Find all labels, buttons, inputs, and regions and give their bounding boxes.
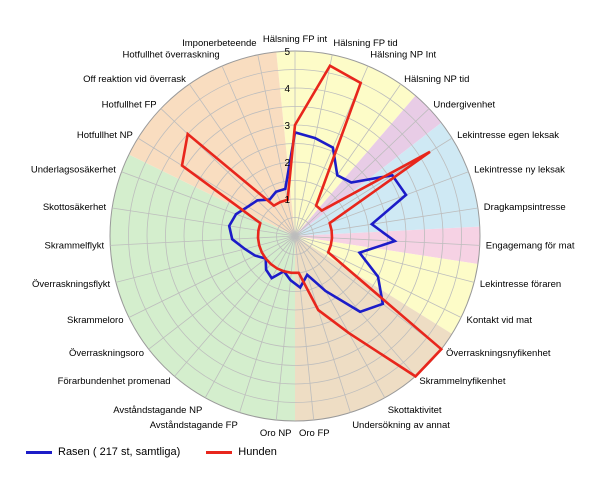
category-label: Avståndstagande FP (150, 420, 238, 431)
radial-tick-label: 1 (284, 195, 290, 206)
category-label: Skrammelnyfikenhet (419, 376, 505, 387)
category-label: Avståndstagande NP (113, 405, 202, 416)
grid-spoke (174, 235, 296, 377)
category-label: Överraskningsoro (69, 348, 144, 359)
grid-spoke (128, 235, 296, 318)
category-label: Off reaktion vid överrask (83, 74, 186, 85)
grid-spoke (137, 137, 296, 237)
grid-spoke (112, 207, 296, 237)
grid-spoke (294, 235, 386, 398)
category-label: Undergivenhet (433, 99, 495, 110)
grid-spoke (160, 108, 296, 237)
grid-spoke (115, 235, 296, 283)
grid-spoke (275, 235, 296, 421)
category-label: Skrammelflykt (45, 241, 105, 252)
sector-wedge (295, 226, 481, 265)
grid-spoke (294, 235, 351, 413)
category-label: Hotfullhet FP (102, 99, 157, 110)
category-label: Lekintresse ny leksak (474, 165, 565, 176)
category-label: Imponerbeteende (182, 38, 256, 49)
legend-swatch-rasen (26, 450, 52, 454)
legend-label-rasen: Rasen ( 217 st, samtliga) (58, 446, 181, 458)
category-label: Engagemang för mat (486, 241, 575, 252)
category-label: Hotfullhet överraskning (123, 50, 220, 61)
category-label: Kontakt vid mat (467, 315, 533, 326)
grid-spoke (294, 171, 469, 237)
grid-spoke (121, 171, 296, 237)
grid-spoke (294, 235, 442, 350)
category-label: Lekintresse egen leksak (457, 130, 559, 141)
grid-spoke (294, 235, 315, 421)
category-label: Överraskningsnyfikenhet (446, 348, 551, 359)
category-label: Överraskningsflykt (32, 279, 110, 290)
legend-swatch-hunden (206, 450, 233, 454)
category-label: Oro FP (299, 428, 330, 439)
grid-spoke (204, 235, 296, 398)
radial-tick-label: 5 (284, 47, 290, 58)
grid-spoke (257, 54, 296, 237)
category-label: Hälsning FP int (263, 34, 328, 45)
category-label: Hotfullhet NP (77, 130, 133, 141)
category-label: Förarbundenhet promenad (58, 376, 171, 387)
category-label: Oro NP (260, 428, 292, 439)
series-lines (180, 63, 444, 379)
legend-label-hunden: Hunden (238, 446, 277, 458)
sector-wedge (295, 122, 480, 236)
series-line-hunden (180, 63, 444, 379)
grid-spoke (188, 83, 296, 237)
grid-spoke (239, 235, 296, 413)
radial-tick-label: 3 (284, 121, 290, 132)
category-label: Skottosäkerhet (43, 202, 107, 213)
radial-tick-labels: 1 2 3 4 5 (284, 47, 290, 206)
category-label: Dragkampsintresse (484, 202, 566, 213)
category-label: Skrammeloro (67, 315, 124, 326)
grid-spoke (110, 235, 296, 246)
category-label: Undersökning av annat (352, 420, 450, 431)
category-label: Underlagsosäkerhet (31, 165, 116, 176)
grid-spoke (294, 207, 478, 237)
grid-spoke (294, 235, 475, 283)
radial-tick-label: 2 (284, 158, 290, 169)
grid-spoke (294, 108, 430, 237)
chart-legend: Rasen ( 217 st, samtliga) Hunden (26, 446, 277, 458)
category-label: Skottaktivitet (388, 405, 442, 416)
grid-spoke (221, 65, 296, 237)
sector-wedge (295, 236, 478, 334)
sector-wedge (109, 154, 295, 421)
legend-item-hunden: Hunden (206, 446, 277, 458)
category-label: Hälsning FP tid (333, 38, 397, 49)
category-label: Hälsning NP tid (404, 74, 469, 85)
grid-spoke (294, 54, 333, 237)
grid-spoke (294, 235, 416, 377)
radial-tick-label: 4 (284, 84, 290, 95)
grid-spoke (294, 83, 402, 237)
category-label: Lekintresse föraren (480, 279, 561, 290)
legend-item-rasen: Rasen ( 217 st, samtliga) (26, 446, 180, 458)
grid-spoke (148, 235, 296, 350)
chart-grid (109, 50, 481, 422)
category-label: Hälsning NP Int (370, 50, 436, 61)
grid-spoke (294, 235, 480, 246)
